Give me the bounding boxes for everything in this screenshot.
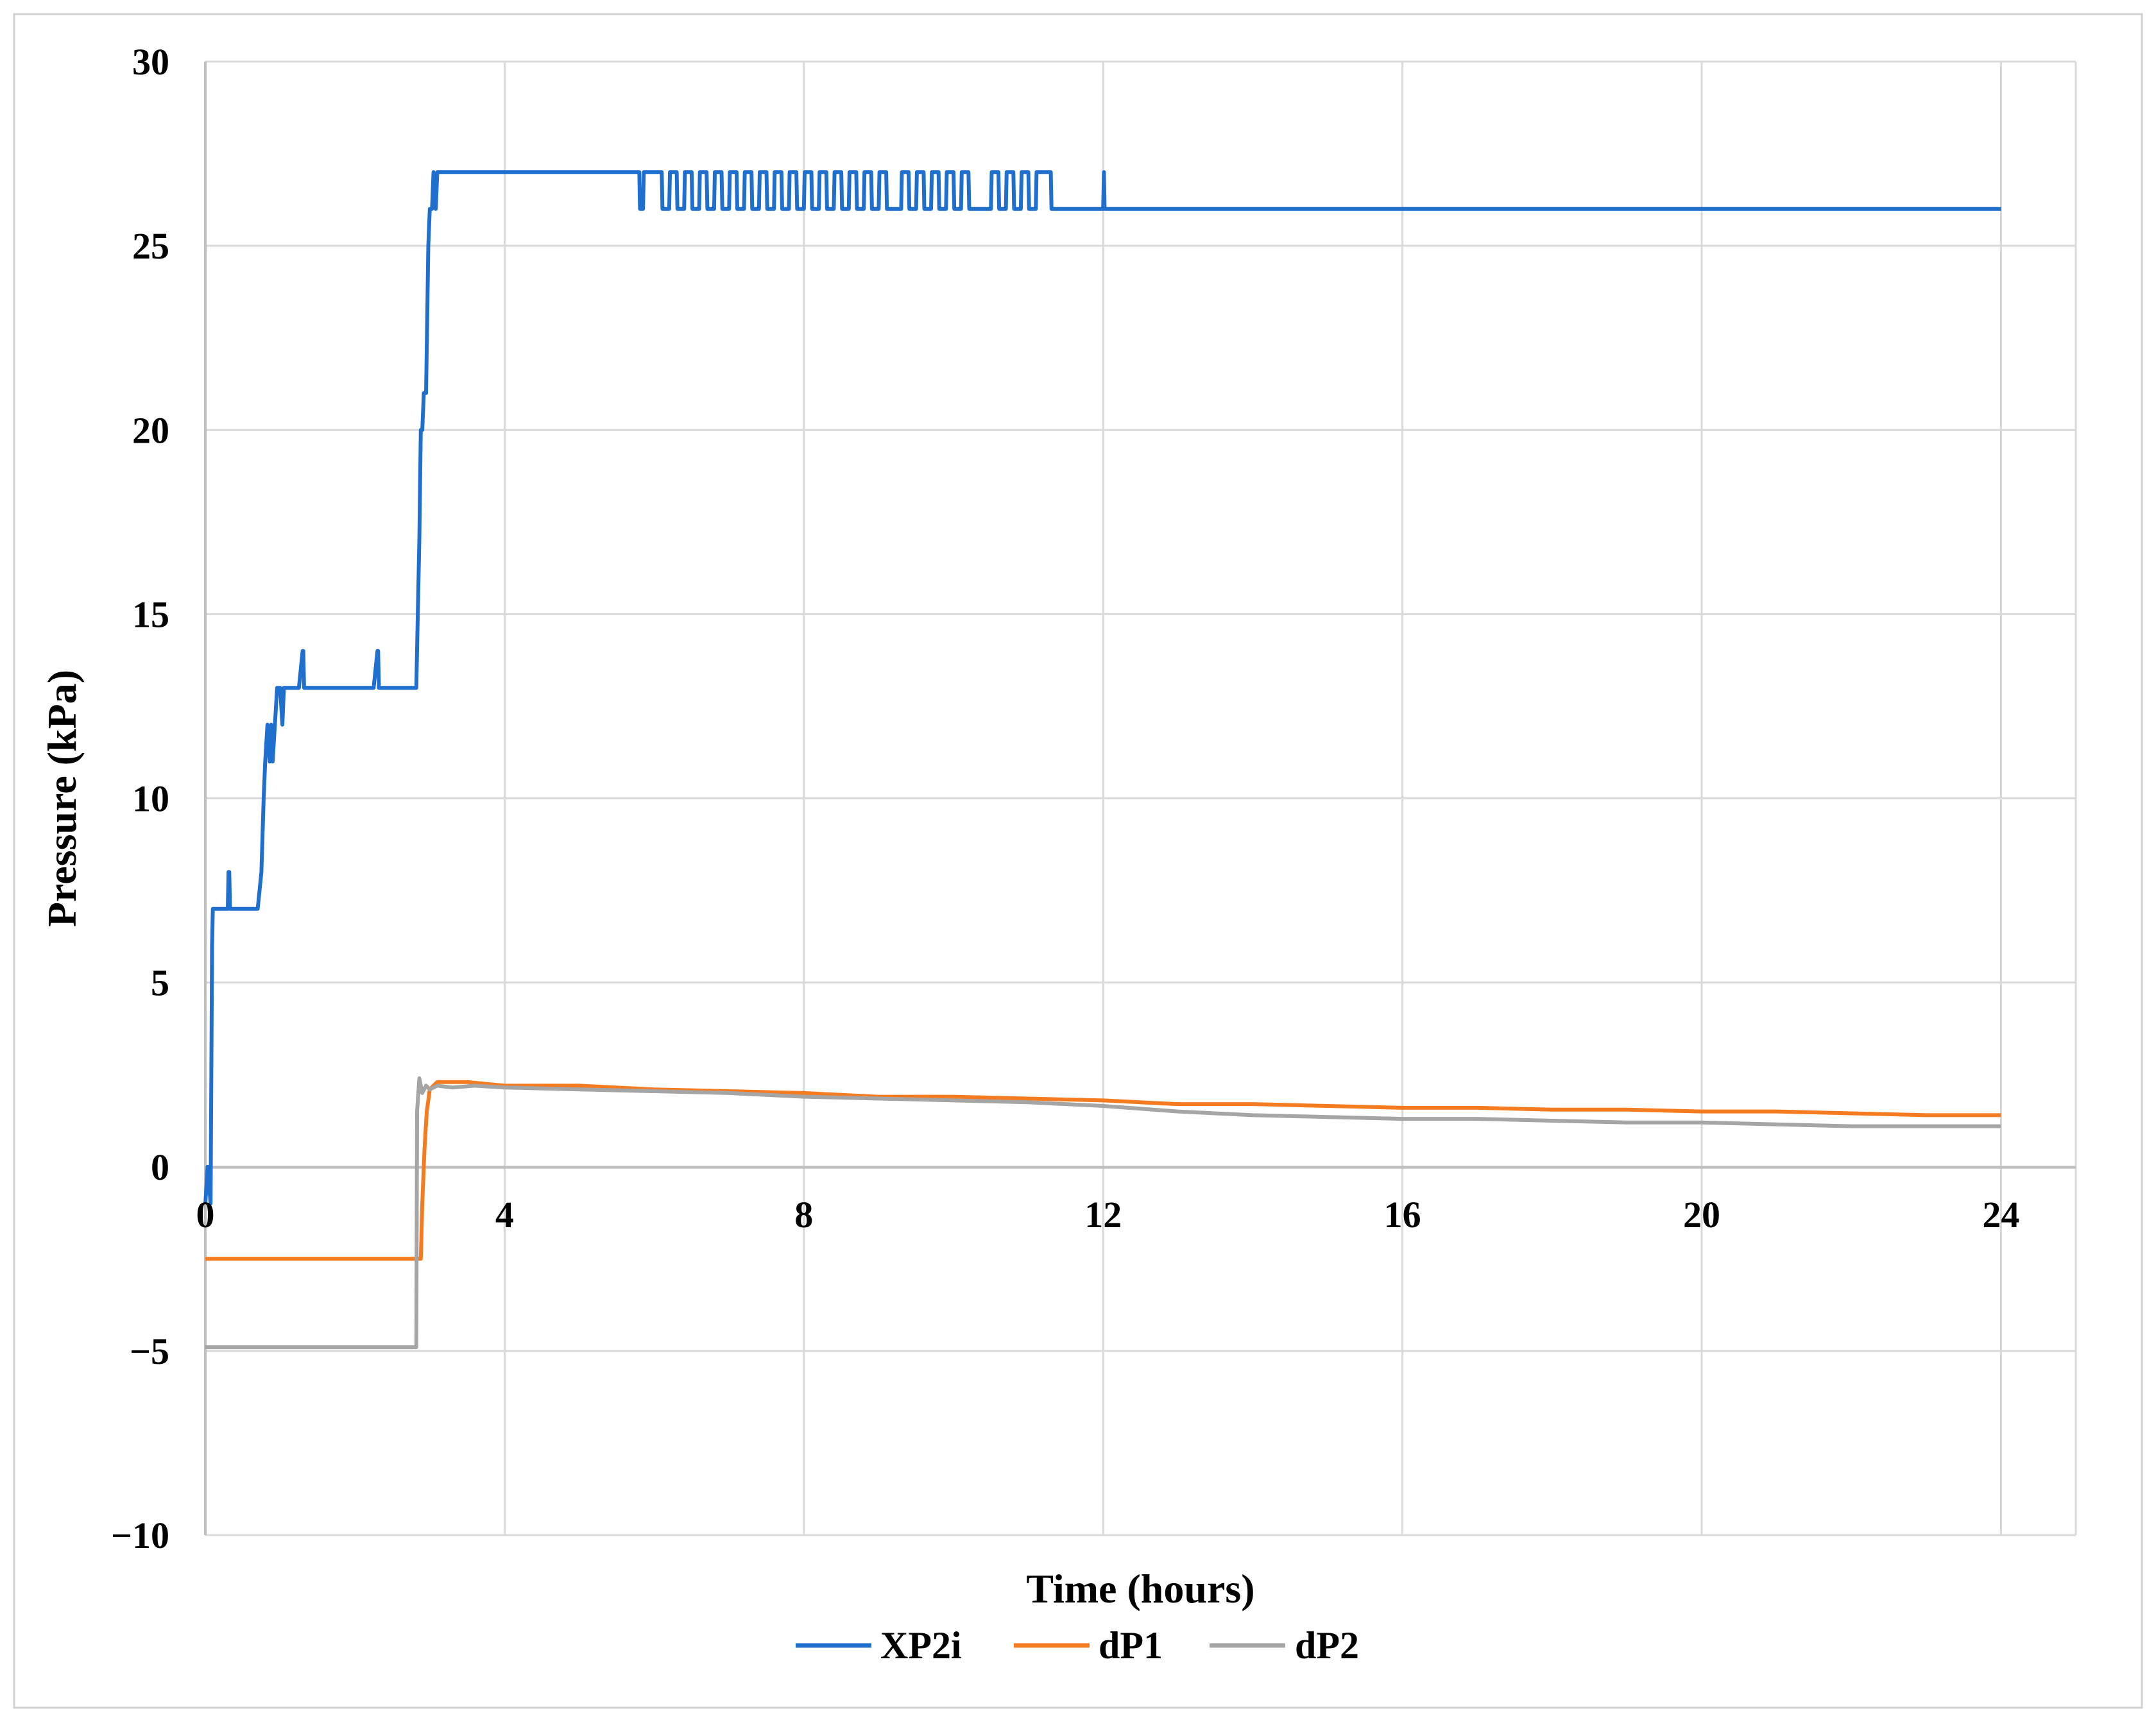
- grid-lines: [204, 60, 2077, 1536]
- y-tick-label: 5: [151, 962, 169, 1004]
- y-tick-label: 0: [151, 1146, 169, 1188]
- x-tick-label: 4: [495, 1194, 514, 1236]
- y-tick-label: 10: [132, 778, 169, 820]
- x-tick-label: 12: [1084, 1194, 1122, 1236]
- y-tick-label: −5: [130, 1330, 169, 1372]
- y-tick-label: 20: [132, 409, 169, 451]
- legend-label-xp2i: XP2i: [880, 1624, 962, 1667]
- axes: [204, 62, 2076, 1535]
- legend-label-dp1: dP1: [1099, 1624, 1163, 1667]
- legend-label-dp2: dP2: [1295, 1624, 1359, 1667]
- data-series: [203, 170, 2001, 1350]
- y-tick-label: 25: [132, 225, 169, 267]
- x-tick-label: 16: [1384, 1194, 1421, 1236]
- x-tick-label: 0: [196, 1194, 215, 1236]
- x-tick-label: 20: [1683, 1194, 1720, 1236]
- series-line-dp1: [205, 1080, 2001, 1261]
- outer-frame: [13, 13, 2143, 1709]
- x-tick-label: 24: [1982, 1194, 2019, 1236]
- series-line-xp2i: [203, 170, 2001, 1206]
- series-line-dp2: [205, 1076, 2001, 1350]
- x-tick-label: 8: [794, 1194, 813, 1236]
- y-tick-label: 15: [132, 593, 169, 635]
- y-tick-label: −10: [111, 1515, 169, 1556]
- y-tick-label: 30: [132, 41, 169, 83]
- y-axis-title: Pressure (kPa): [39, 670, 85, 927]
- tick-labels: −10 −5 0 5 10 15 20 25 30 0 4 8 12 16 20 24: [111, 41, 2019, 1556]
- legend: XP2i dP1 dP2: [796, 1624, 1359, 1667]
- x-axis-title: Time (hours): [1026, 1566, 1254, 1611]
